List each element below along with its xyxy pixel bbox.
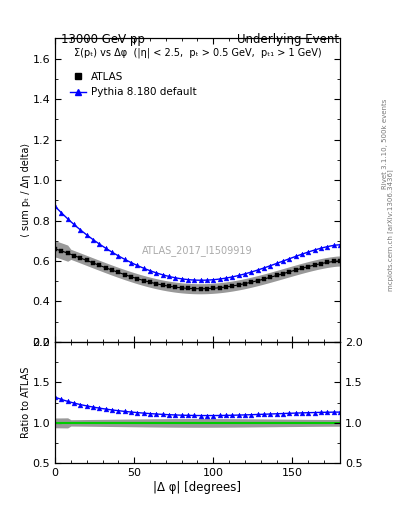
Legend: ATLAS, Pythia 8.180 default: ATLAS, Pythia 8.180 default bbox=[66, 68, 201, 101]
Text: 13000 GeV pp: 13000 GeV pp bbox=[61, 33, 145, 46]
Text: Σ(pₜ) vs Δφ  (|η| < 2.5,  pₜ > 0.5 GeV,  pₜ₁ > 1 GeV): Σ(pₜ) vs Δφ (|η| < 2.5, pₜ > 0.5 GeV, pₜ… bbox=[73, 48, 321, 58]
Y-axis label: ⟨ sum pₜ / Δη delta⟩: ⟨ sum pₜ / Δη delta⟩ bbox=[21, 143, 31, 237]
Text: Rivet 3.1.10, 500k events: Rivet 3.1.10, 500k events bbox=[382, 98, 388, 188]
Text: Underlying Event: Underlying Event bbox=[237, 33, 339, 46]
Text: ATLAS_2017_I1509919: ATLAS_2017_I1509919 bbox=[142, 245, 253, 257]
X-axis label: |Δ φ| [degrees]: |Δ φ| [degrees] bbox=[154, 481, 241, 494]
Text: mcplots.cern.ch [arXiv:1306.3436]: mcplots.cern.ch [arXiv:1306.3436] bbox=[387, 169, 393, 291]
Y-axis label: Ratio to ATLAS: Ratio to ATLAS bbox=[21, 367, 31, 438]
